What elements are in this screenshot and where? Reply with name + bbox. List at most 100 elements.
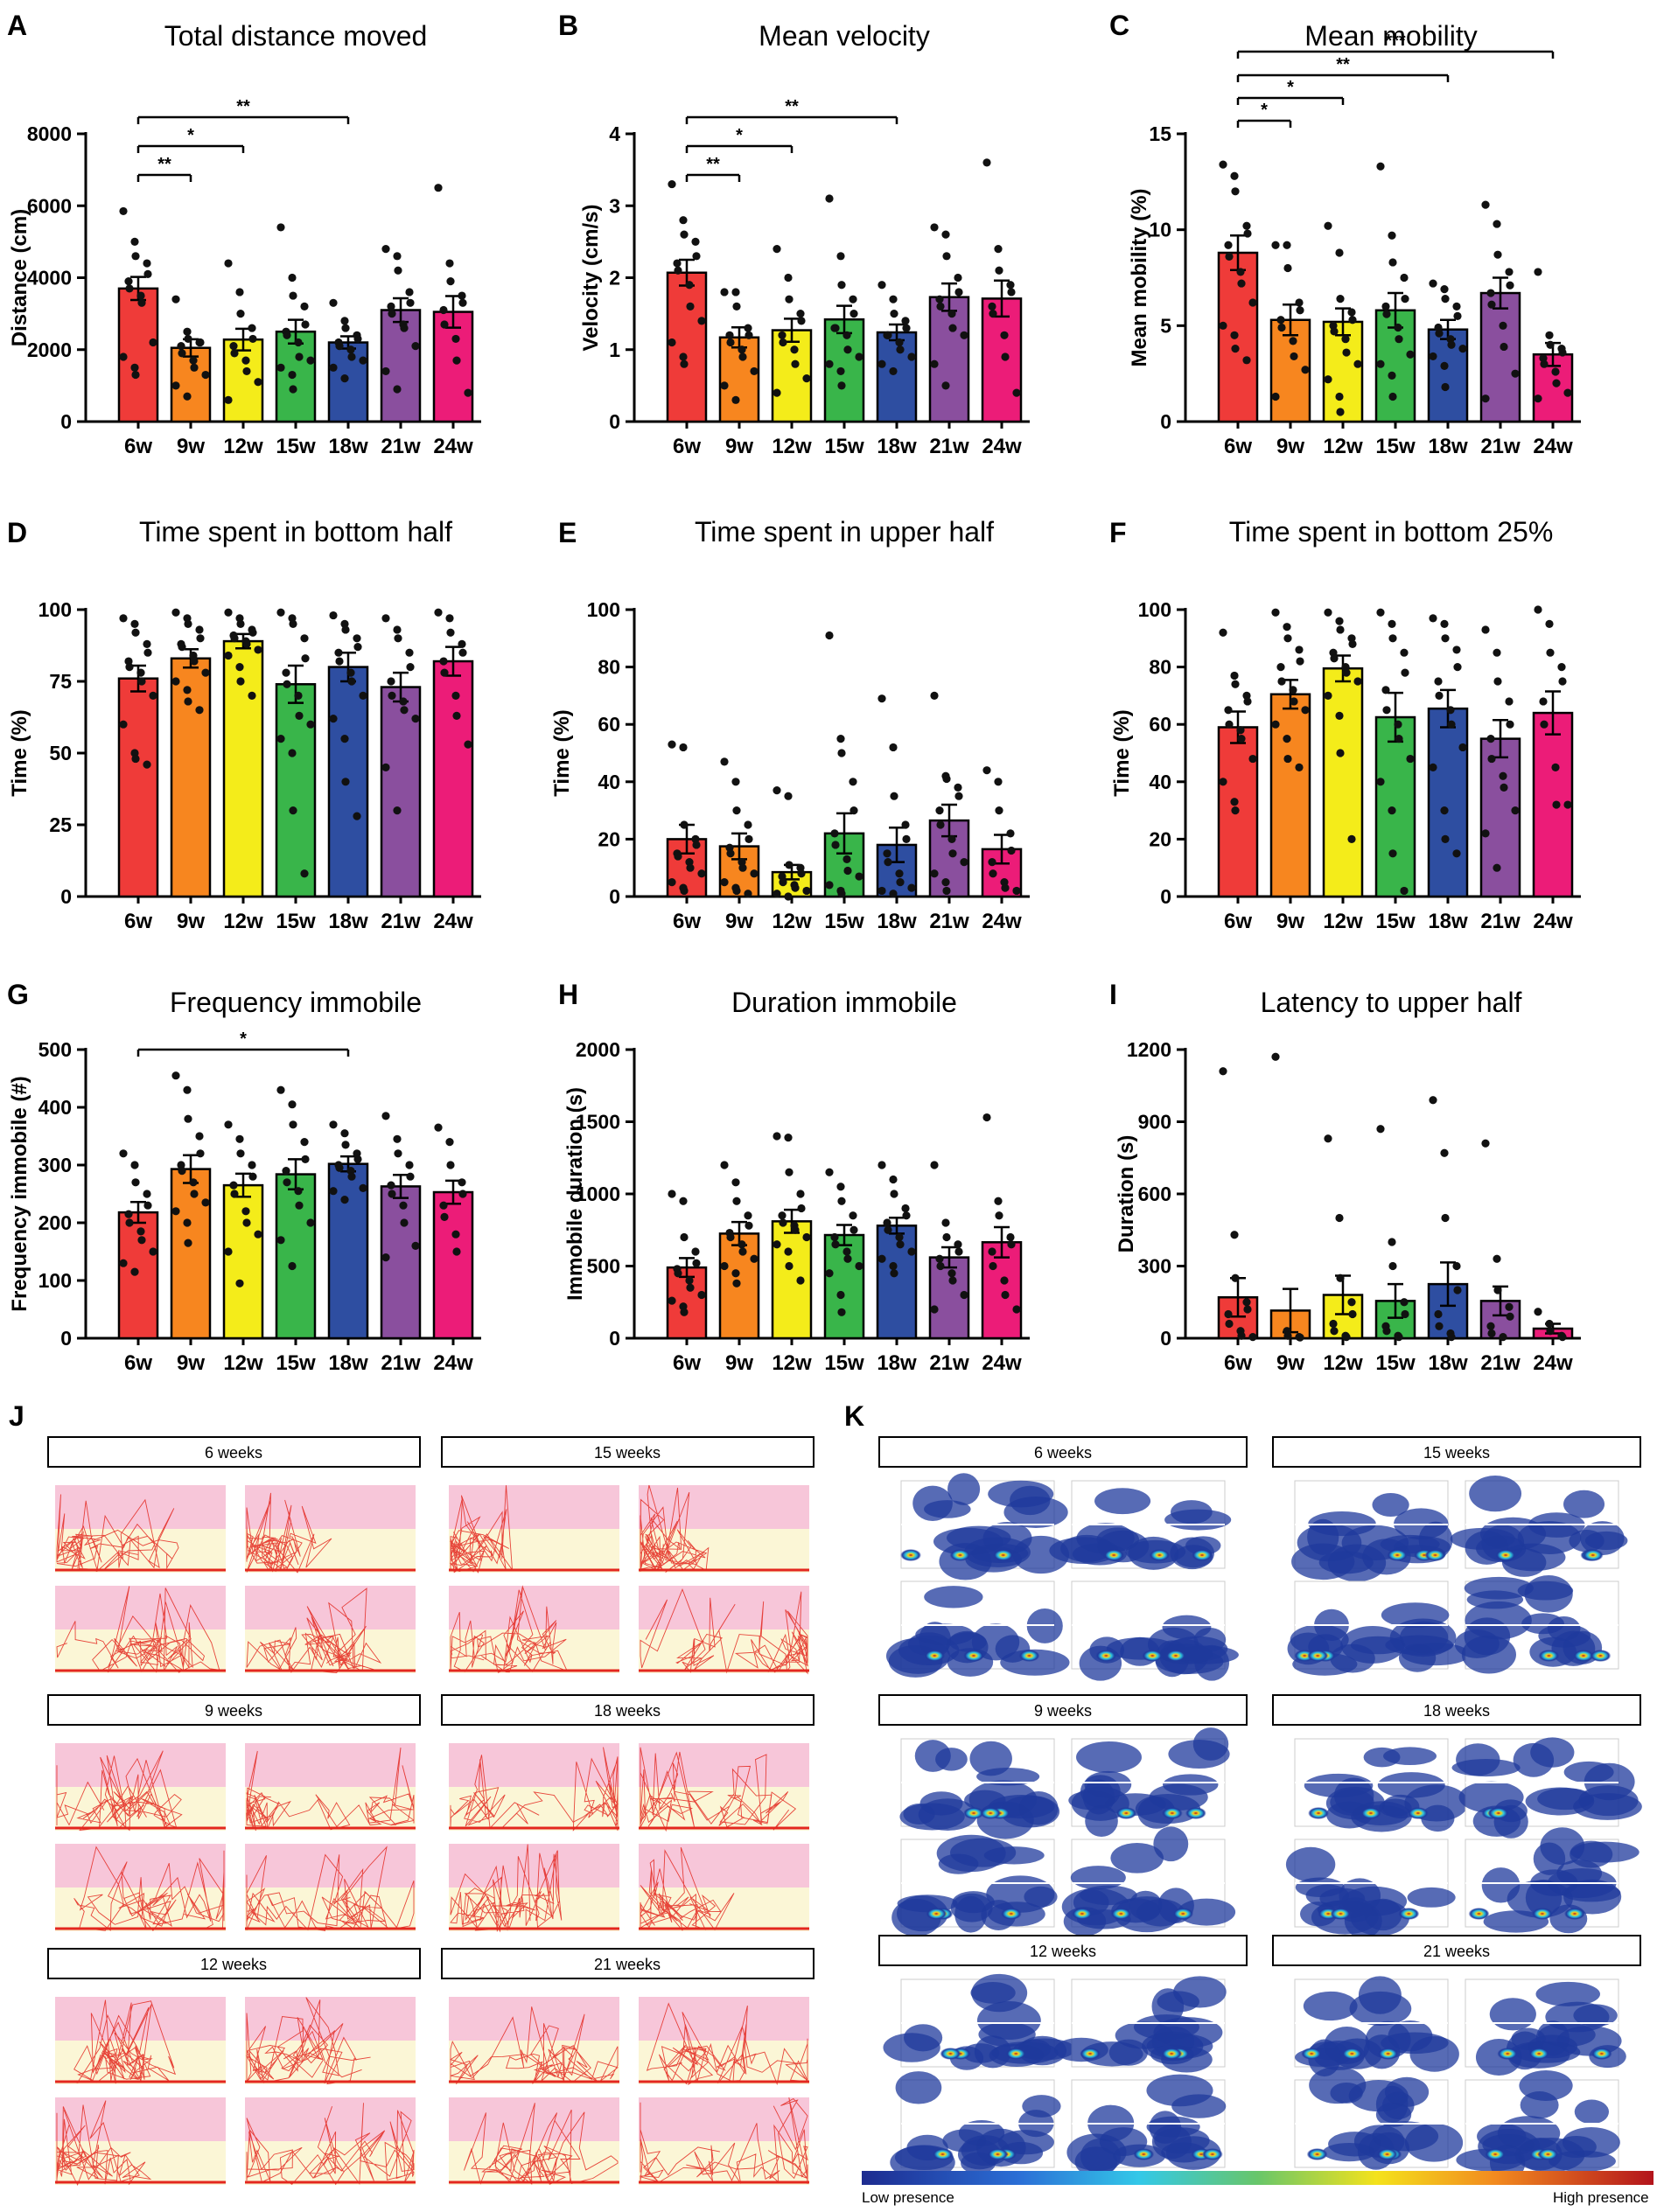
data-point bbox=[1324, 221, 1332, 230]
data-point bbox=[1452, 1261, 1461, 1271]
data-point bbox=[836, 252, 845, 261]
presence-blob bbox=[1094, 1488, 1151, 1515]
data-point bbox=[745, 1221, 753, 1230]
data-point bbox=[393, 806, 402, 815]
swim-trace bbox=[450, 1747, 619, 1832]
data-point bbox=[288, 1261, 297, 1271]
data-point bbox=[785, 861, 794, 869]
data-point bbox=[884, 858, 892, 867]
data-point bbox=[726, 338, 735, 347]
x-tick-label: 18w bbox=[877, 435, 917, 458]
data-point bbox=[137, 1236, 146, 1245]
y-tick-label: 200 bbox=[38, 1211, 72, 1234]
presence-blob bbox=[1168, 1739, 1230, 1769]
data-point bbox=[1347, 308, 1356, 317]
data-point bbox=[189, 356, 198, 365]
data-point bbox=[1539, 697, 1548, 706]
y-axis-label: Immobile duration (s) bbox=[563, 1087, 587, 1301]
data-point bbox=[1353, 359, 1362, 368]
data-point bbox=[1283, 1331, 1292, 1340]
data-point bbox=[1487, 300, 1496, 309]
presence-blob bbox=[1517, 1580, 1574, 1601]
data-point bbox=[843, 866, 852, 876]
y-tick-label: 1000 bbox=[576, 1183, 620, 1205]
data-point bbox=[954, 792, 963, 800]
week-label: 9 weeks bbox=[205, 1702, 262, 1720]
data-point bbox=[797, 317, 806, 325]
bar-6w bbox=[666, 271, 708, 423]
data-point bbox=[954, 783, 962, 792]
data-point bbox=[276, 363, 285, 372]
data-point bbox=[725, 331, 734, 339]
data-point bbox=[837, 890, 846, 898]
data-point bbox=[842, 1247, 851, 1256]
data-point bbox=[1506, 720, 1514, 729]
data-point bbox=[1388, 634, 1397, 643]
data-point bbox=[1546, 648, 1555, 657]
x-tick-label: 9w bbox=[725, 910, 753, 933]
x-tick-label: 15w bbox=[824, 910, 864, 933]
data-point bbox=[784, 792, 793, 800]
presence-blob bbox=[895, 2071, 942, 2104]
data-point bbox=[791, 883, 800, 892]
swim-trace bbox=[646, 2002, 808, 2086]
chart-title: Total distance moved bbox=[164, 20, 428, 52]
data-point bbox=[230, 1190, 239, 1198]
presence-blob bbox=[1084, 1770, 1132, 1798]
data-point bbox=[451, 691, 460, 701]
data-point bbox=[289, 806, 297, 815]
bar-15w bbox=[1374, 715, 1416, 898]
x-tick-label: 12w bbox=[1323, 1351, 1363, 1375]
data-point bbox=[995, 1211, 1003, 1220]
data-point bbox=[889, 366, 898, 376]
data-point bbox=[329, 715, 338, 723]
data-point bbox=[1434, 677, 1443, 686]
data-point bbox=[896, 878, 905, 887]
data-point bbox=[119, 352, 128, 361]
data-point bbox=[289, 619, 297, 629]
data-point bbox=[948, 1276, 957, 1285]
bar-21w bbox=[380, 1185, 422, 1340]
data-point bbox=[1219, 778, 1227, 786]
data-point bbox=[1336, 625, 1345, 634]
data-point bbox=[1545, 331, 1554, 339]
data-point bbox=[1481, 200, 1490, 209]
data-point bbox=[1440, 285, 1449, 294]
presence-blob bbox=[1149, 1783, 1208, 1811]
data-point bbox=[230, 634, 239, 643]
data-point bbox=[744, 890, 752, 898]
data-point bbox=[744, 1211, 752, 1220]
data-point bbox=[883, 849, 891, 858]
presence-hotspot bbox=[1590, 1650, 1612, 1662]
data-point bbox=[837, 381, 846, 390]
data-point bbox=[1248, 1333, 1257, 1342]
presence-hotspot bbox=[1528, 2048, 1550, 2060]
data-point bbox=[738, 352, 747, 361]
y-tick-label: 75 bbox=[49, 670, 72, 693]
presence-hotspot bbox=[962, 1807, 984, 1819]
data-point bbox=[171, 1207, 180, 1216]
data-point bbox=[224, 259, 233, 268]
presence-blob bbox=[1372, 1492, 1409, 1518]
presence-blob bbox=[1573, 2004, 1618, 2027]
presence-hotspot bbox=[1161, 1807, 1183, 1819]
data-point bbox=[130, 1161, 139, 1169]
presence-blob bbox=[1573, 1793, 1642, 1820]
panel-letter-g: G bbox=[7, 979, 29, 1010]
tank-upper-zone bbox=[449, 1844, 619, 1888]
data-point bbox=[1382, 1327, 1391, 1336]
week-label-box bbox=[878, 1694, 1248, 1726]
data-point bbox=[236, 1149, 245, 1158]
data-point bbox=[732, 302, 741, 311]
panel-letter-d: D bbox=[7, 517, 27, 548]
data-point bbox=[1499, 321, 1507, 330]
data-point bbox=[902, 324, 911, 332]
swim-trace bbox=[246, 1748, 415, 1832]
data-point bbox=[1324, 375, 1332, 384]
data-point bbox=[836, 1183, 845, 1191]
significance-label: * bbox=[240, 1029, 247, 1049]
data-point bbox=[137, 298, 146, 307]
data-point bbox=[837, 281, 846, 290]
data-point bbox=[1388, 619, 1396, 629]
data-point bbox=[1441, 1213, 1450, 1223]
